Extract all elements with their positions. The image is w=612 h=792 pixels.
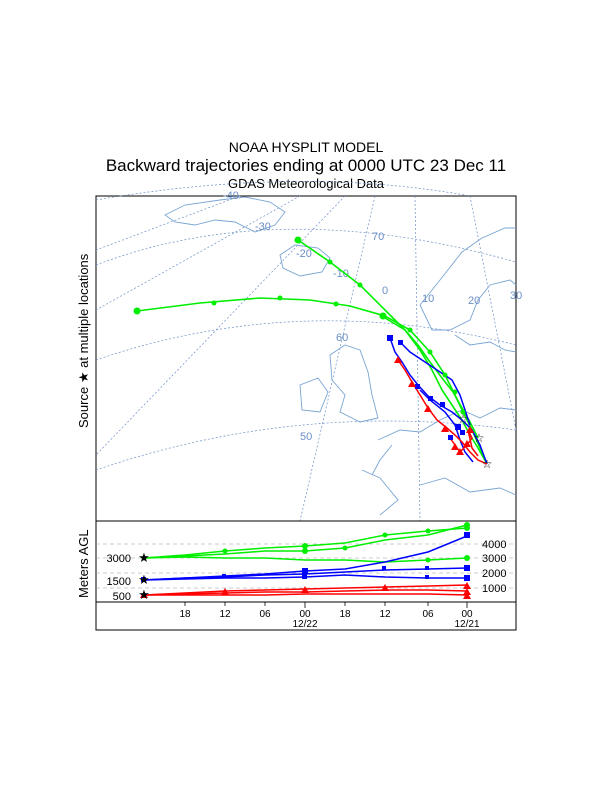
svg-text:☆: ☆ (474, 431, 485, 445)
time-tick: 06 (259, 609, 271, 620)
data-source-title: GDAS Meteorological Data (227, 176, 385, 191)
red-trajectory-1 (397, 359, 488, 465)
height-tick: 1500 (107, 576, 131, 588)
grid-label: 0 (382, 285, 388, 297)
time-axis-frame (95, 601, 517, 631)
grid-label: 60 (336, 332, 348, 344)
right-height-ticks: 4000 3000 2000 1000 (482, 539, 506, 595)
grid-label: -20 (296, 248, 312, 260)
continent-coast (361, 407, 517, 516)
time-tick: 12 (379, 609, 391, 620)
time-tick: 00 (461, 609, 473, 620)
red-markers (394, 356, 474, 455)
svg-text:☆: ☆ (458, 412, 469, 426)
height-tick: 1000 (482, 583, 506, 595)
svg-text:★: ★ (138, 550, 150, 565)
scandinavia-coast (419, 227, 517, 353)
blue-markers (387, 335, 465, 440)
grid-label: 10 (422, 293, 434, 305)
svg-text:★: ★ (138, 587, 150, 602)
time-tick: 18 (179, 609, 191, 620)
grid-labels: -40 -30 -20 -10 0 10 20 30 70 60 50 (223, 190, 522, 443)
mediterranean-coast (419, 477, 517, 496)
grid-label: -40 (223, 190, 239, 202)
left-height-ticks: 3000 1500 500 (107, 553, 131, 603)
height-tick: 3000 (107, 553, 131, 565)
grid-label: -30 (255, 221, 271, 233)
ireland-coast (299, 377, 329, 413)
time-tick: 06 (422, 609, 434, 620)
height-tick: 2000 (482, 568, 506, 580)
greenland-coast (164, 196, 286, 233)
blue-trajectory-1 (389, 337, 488, 465)
svg-text:★: ★ (138, 572, 150, 587)
green-trajectory-1 (297, 239, 488, 465)
source-stars: ☆ ☆ ☆ (458, 412, 493, 471)
height-source-stars: ★ ★ ★ (138, 550, 150, 602)
date-label: 12/22 (292, 619, 317, 630)
grid-label: 50 (300, 431, 312, 443)
time-tick-marks (184, 602, 468, 608)
grid-label: 70 (372, 231, 384, 243)
grid-label: -10 (333, 268, 349, 280)
date-label: 12/21 (454, 619, 479, 630)
grid-label: 30 (510, 290, 522, 302)
blue-height-markers (141, 532, 470, 582)
trajectory-title: Backward trajectories ending at 0000 UTC… (105, 156, 507, 175)
red-height-markers (140, 582, 471, 599)
britain-coast (329, 344, 379, 423)
time-tick: 18 (339, 609, 351, 620)
height-tick: 500 (113, 591, 131, 603)
iceland-coast (279, 244, 331, 277)
svg-text:☆: ☆ (482, 457, 493, 471)
height-tick: 4000 (482, 539, 506, 551)
time-tick-labels: 18 12 06 00 18 12 06 00 12/22 12/21 (179, 609, 480, 630)
height-tick: 3000 (482, 553, 506, 565)
graticule (95, 181, 517, 522)
grid-label: 20 (468, 295, 480, 307)
time-tick: 00 (299, 609, 311, 620)
green-markers (133, 236, 466, 415)
model-title: NOAA HYSPLIT MODEL (228, 139, 384, 155)
green-height-markers (141, 522, 470, 563)
coastlines (164, 196, 517, 516)
time-tick: 12 (219, 609, 231, 620)
